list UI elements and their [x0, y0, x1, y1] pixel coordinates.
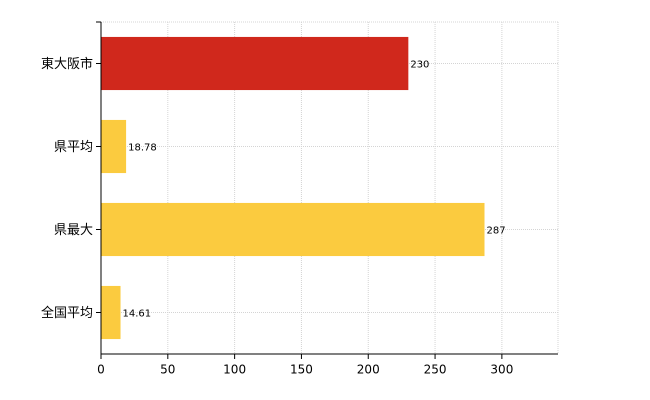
value-label: 14.61 — [123, 309, 152, 320]
bar — [101, 119, 127, 174]
value-label: 287 — [487, 226, 506, 237]
x-tick-label: 300 — [490, 363, 513, 377]
x-tick-label: 150 — [290, 363, 313, 377]
bar — [101, 285, 121, 340]
y-tick-label: 県最大 — [54, 223, 93, 238]
y-tick-label: 東大阪市 — [41, 56, 93, 72]
bar — [101, 36, 409, 91]
bar — [101, 202, 485, 257]
value-label: 230 — [410, 60, 429, 71]
x-tick-label: 100 — [223, 363, 246, 377]
x-tick-label: 50 — [160, 363, 175, 377]
x-tick-label: 0 — [97, 363, 105, 377]
value-label: 18.78 — [128, 143, 157, 154]
y-tick-label: 全国平均 — [41, 305, 93, 321]
y-tick-label: 県平均 — [54, 140, 93, 155]
x-tick-label: 200 — [357, 363, 380, 377]
x-tick-label: 250 — [424, 363, 447, 377]
